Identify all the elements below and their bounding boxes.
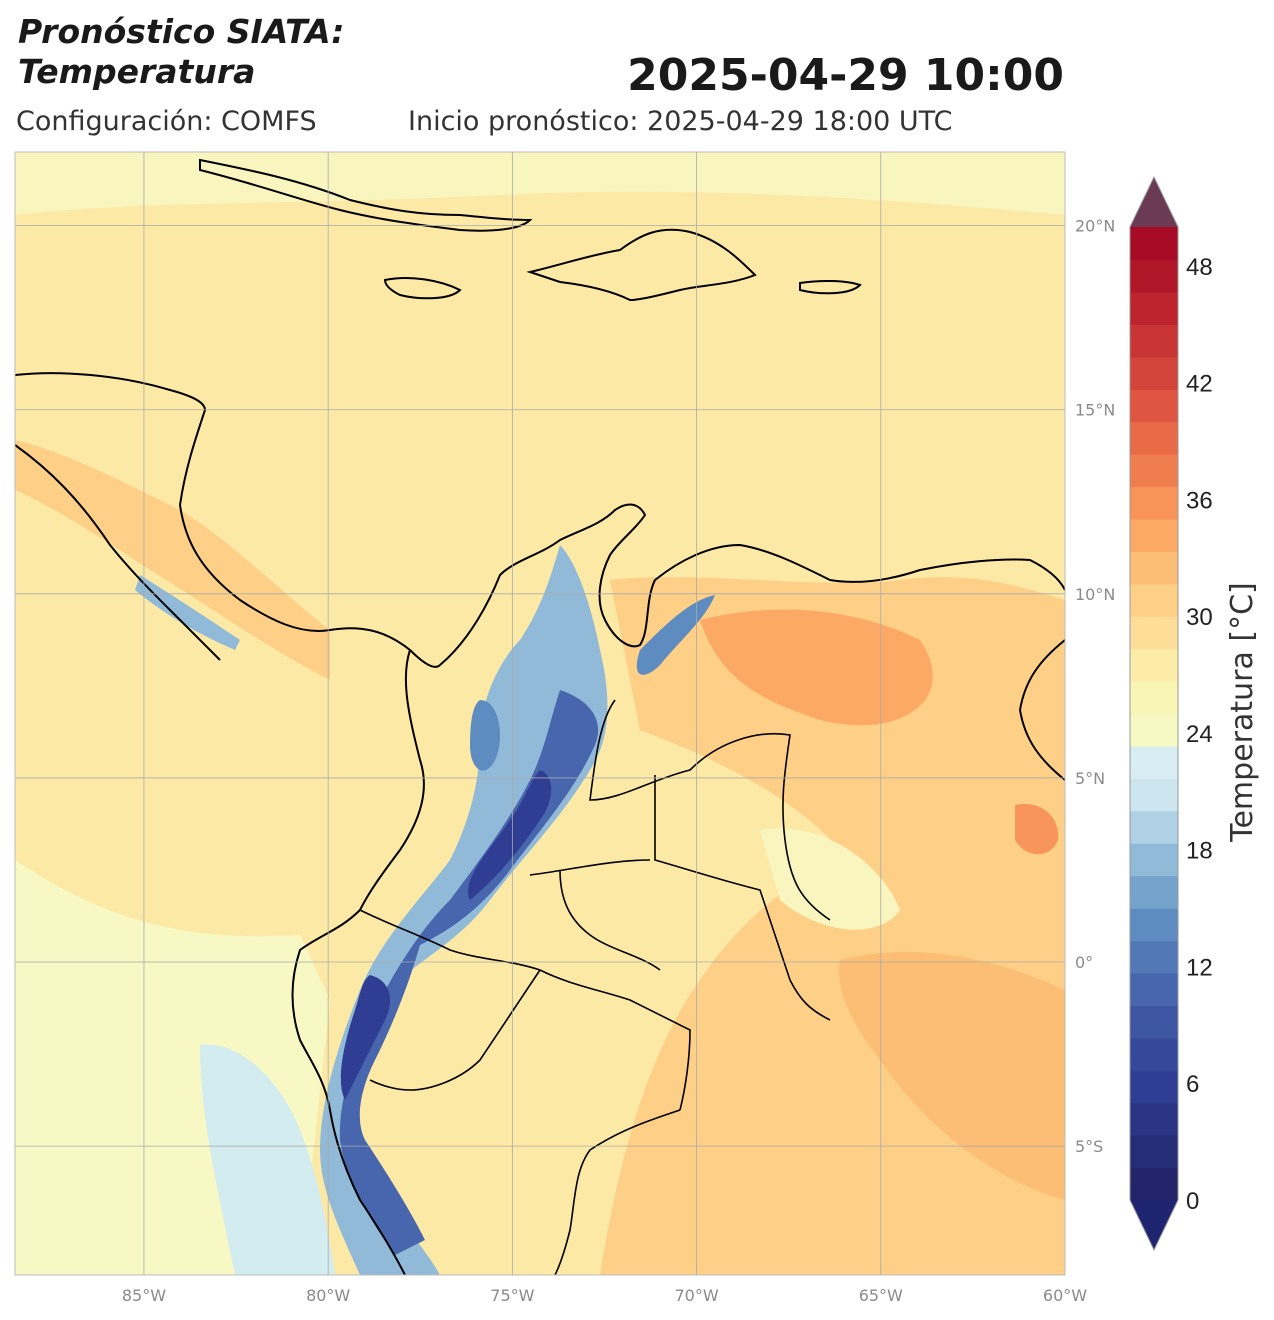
lat-tick-label: 20°N: [1075, 217, 1115, 236]
lon-tick-label: 85°W: [122, 1286, 166, 1305]
colorbar-over-arrow: [1130, 177, 1178, 227]
colorbar-tick-label: 36: [1186, 487, 1213, 514]
colorbar-segment: [1130, 681, 1178, 715]
colorbar-segment: [1130, 713, 1178, 747]
forecast-start-label: Inicio pronóstico: 2025-04-29 18:00 UTC: [408, 106, 953, 137]
colorbar-segment: [1130, 389, 1178, 423]
colorbar-segment: [1130, 940, 1178, 974]
colorbar-tick-label: 48: [1186, 254, 1213, 281]
colorbar-segment: [1130, 810, 1178, 844]
colorbar-tick-label: 6: [1186, 1071, 1199, 1098]
colorbar-segment: [1130, 1070, 1178, 1104]
colorbar-segment: [1130, 745, 1178, 779]
colorbar-tick-label: 12: [1186, 954, 1213, 981]
colorbar-outline: [1129, 175, 1179, 1252]
lon-tick-label: 70°W: [674, 1286, 718, 1305]
borders: [359, 699, 831, 1275]
colorbar-segment: [1130, 486, 1178, 520]
cool-patch-llanos: [760, 828, 900, 930]
title-line-1: Pronóstico SIATA:: [18, 12, 345, 51]
colorbar-segment: [1130, 356, 1178, 390]
andes-coldest-south: [340, 975, 390, 1100]
andes-cold-core: [339, 690, 599, 1255]
coastlines: [15, 372, 1065, 1275]
islands: [199, 158, 862, 302]
colorbar-label: Temperatura [°C]: [1225, 582, 1260, 843]
map-frame: [14, 151, 1066, 1276]
map-area: [15, 152, 1065, 1275]
colorbar-segment: [1130, 1135, 1178, 1169]
colorbar-segment: [1130, 616, 1178, 650]
colorbar-under-arrow: [1130, 1200, 1178, 1250]
colorbar-segment: [1130, 778, 1178, 812]
colorbar-segment: [1130, 259, 1178, 293]
title-line-2: Temperatura: [18, 52, 256, 91]
central-america-warm: [15, 440, 330, 680]
lat-tick-label: 15°N: [1075, 401, 1115, 420]
perija-cold-patch: [636, 595, 715, 675]
configuration-label: Configuración: COMFS: [16, 106, 317, 137]
lat-tick-label: 5°N: [1075, 769, 1105, 788]
lon-tick-label: 60°W: [1043, 1286, 1087, 1305]
colorbar-segment: [1130, 875, 1178, 909]
andes-coldest: [468, 770, 552, 900]
colorbar-segment: [1130, 1102, 1178, 1136]
colorbar-segment: [1130, 324, 1178, 358]
colorbar-segment: [1130, 227, 1178, 261]
colorbar-tick-label: 42: [1186, 371, 1213, 398]
colorbar: 0 6 12 18 24 30 36 42 48: [1129, 175, 1213, 1252]
lon-tick-label: 75°W: [490, 1286, 534, 1305]
lon-tick-label: 80°W: [306, 1286, 350, 1305]
north-band: [15, 152, 1065, 215]
colorbar-segment: [1130, 518, 1178, 552]
warm-area-south: [839, 951, 1065, 1200]
colorbar-segment: [1130, 454, 1178, 488]
colorbar-segment: [1130, 1037, 1178, 1071]
hot-spot-1: [700, 609, 933, 726]
colorbar-segment: [1130, 551, 1178, 585]
gridlines: [15, 152, 1065, 1275]
colorbar-segment: [1130, 648, 1178, 682]
colorbar-tick-label: 30: [1186, 604, 1213, 631]
colorbar-segment: [1130, 843, 1178, 877]
colorbar-segment: [1130, 972, 1178, 1006]
colorbar-tick-label: 0: [1186, 1188, 1199, 1215]
lat-tick-label: 0°: [1075, 953, 1093, 972]
colorbar-segment: [1130, 583, 1178, 617]
page-title: Pronóstico SIATA: Temperatura: [18, 12, 344, 92]
colorbar-segment: [1130, 421, 1178, 455]
lon-tick-label: 65°W: [859, 1286, 903, 1305]
forecast-datetime: 2025-04-29 10:00: [627, 50, 1064, 101]
colorbar-tick-label: 18: [1186, 838, 1213, 865]
lat-tick-label: 10°N: [1075, 585, 1115, 604]
colorbar-segment: [1130, 1167, 1178, 1201]
colorbar-tick-label: 24: [1186, 721, 1213, 748]
lat-tick-label: 5°S: [1075, 1137, 1103, 1156]
hot-spot-2: [1015, 804, 1059, 855]
colorbar-segment: [1130, 291, 1178, 325]
longitude-ticks: 85°W 80°W 75°W 70°W 65°W 60°W: [122, 1286, 1087, 1305]
latitude-ticks: 20°N 15°N 10°N 5°N 0° 5°S: [1075, 217, 1115, 1156]
colorbar-segment: [1130, 908, 1178, 942]
andes-cold-patch: [470, 700, 500, 771]
colorbar-segment: [1130, 1005, 1178, 1039]
coastal-cool-area: [200, 1044, 335, 1275]
